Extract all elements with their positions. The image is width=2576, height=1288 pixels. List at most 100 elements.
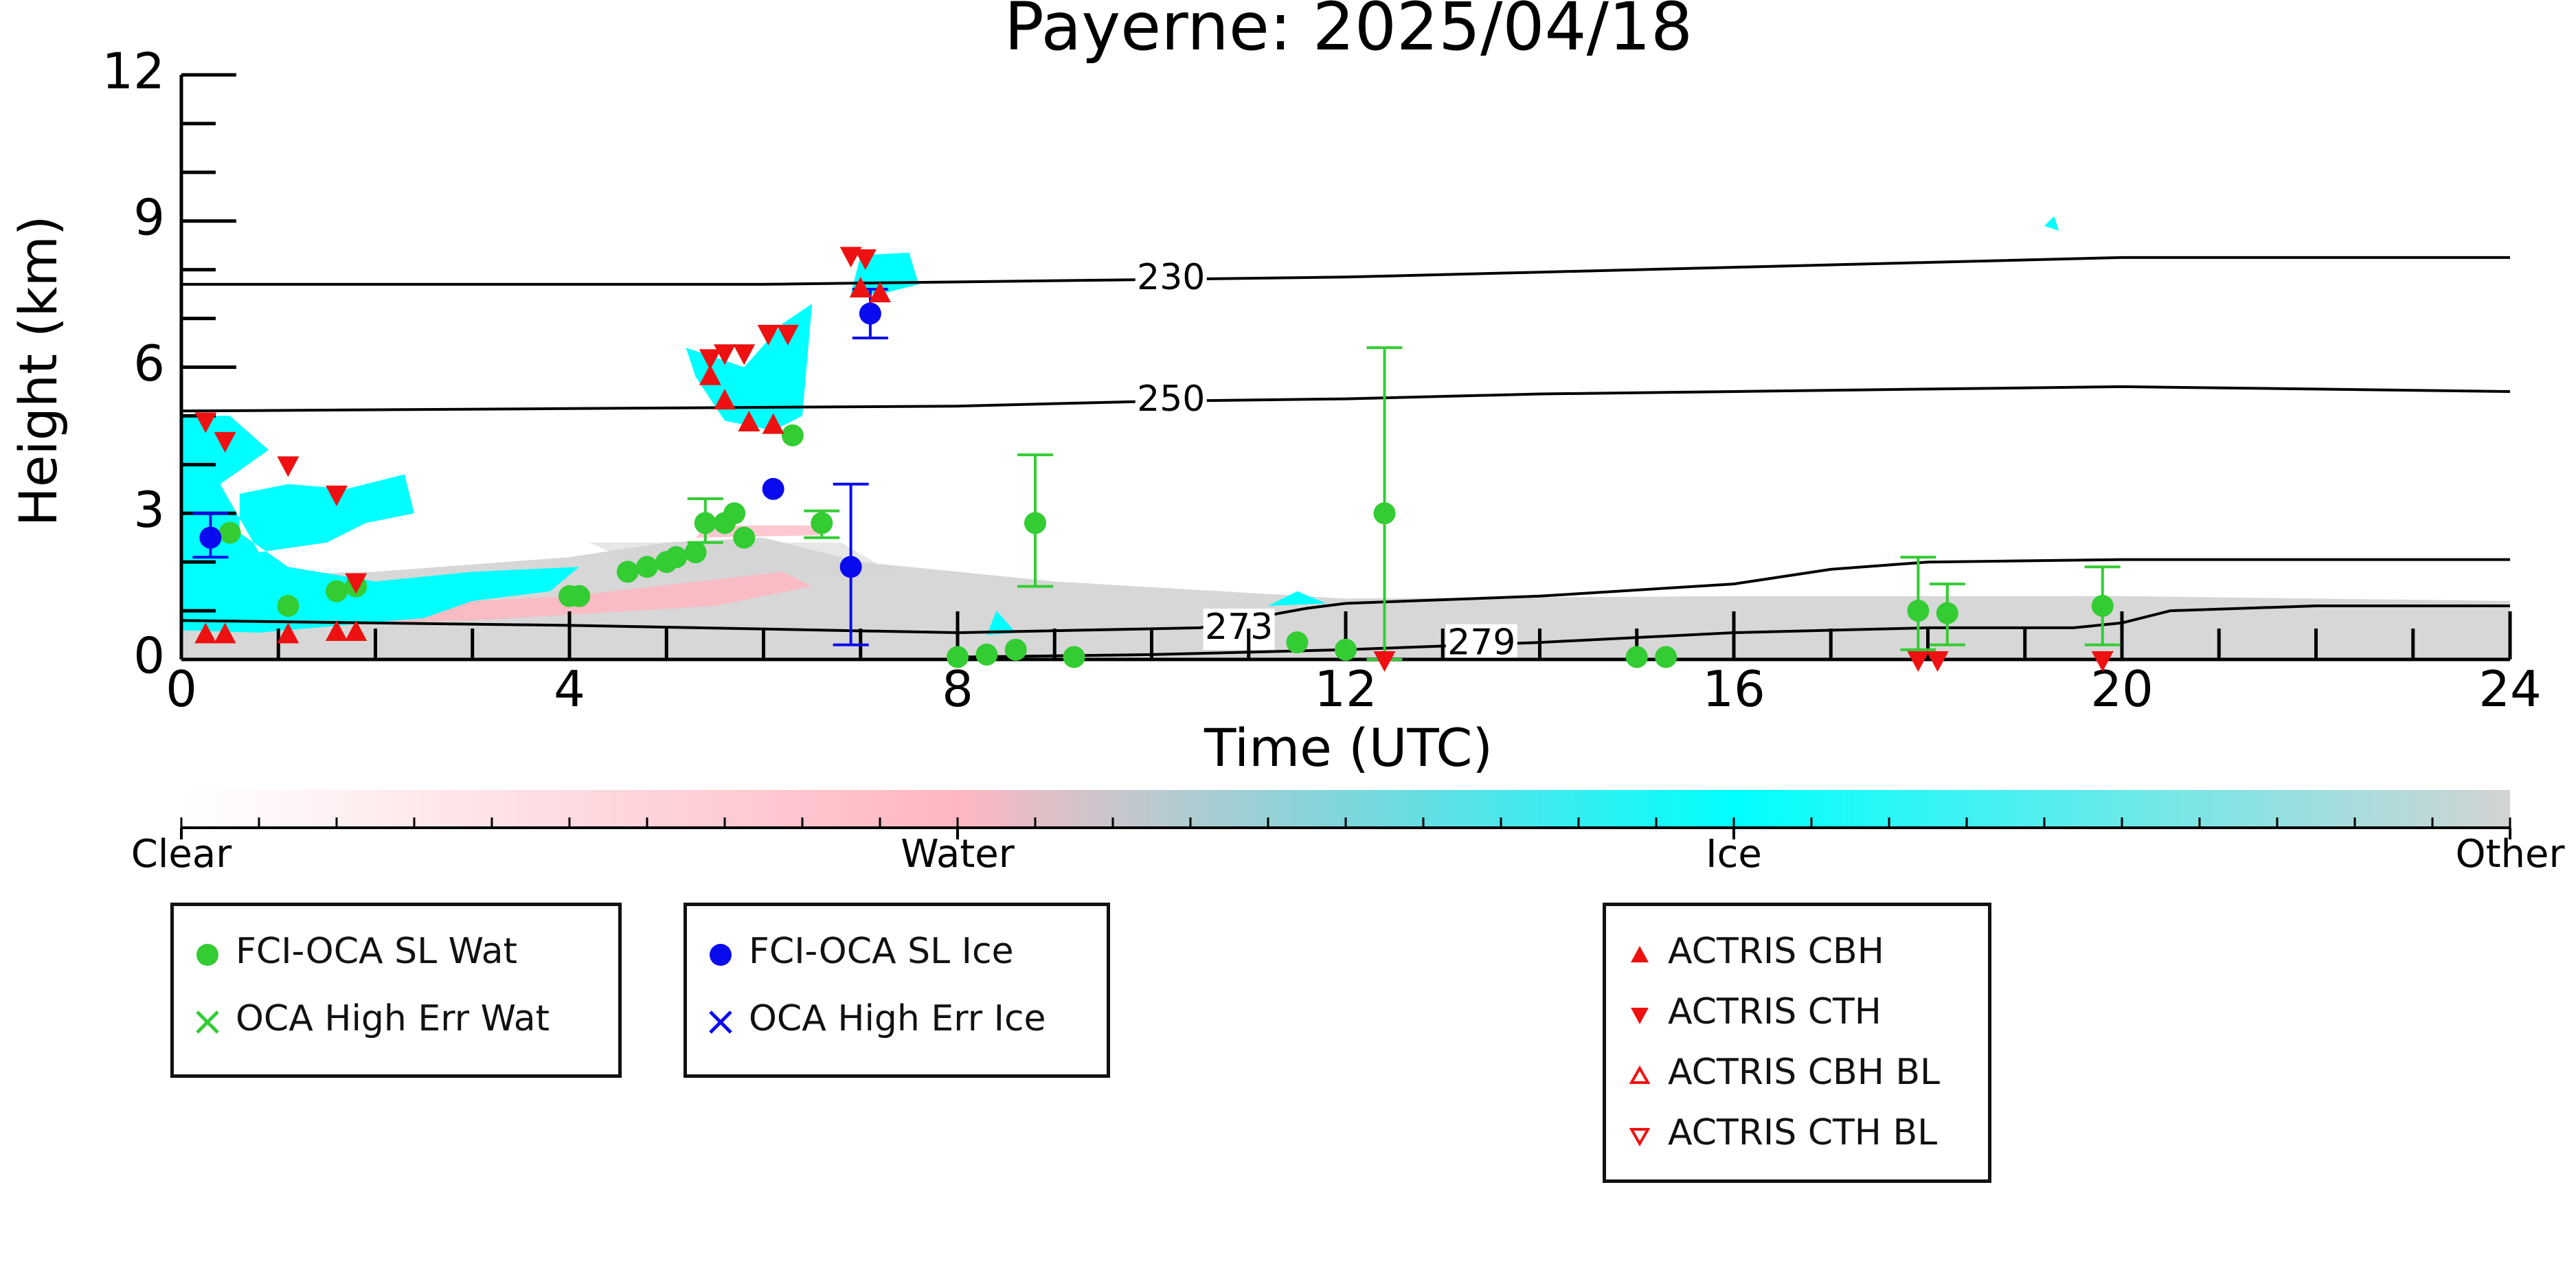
data-point-cbh <box>762 413 784 434</box>
data-point-cth <box>214 431 236 453</box>
isotherm-line-250 <box>181 385 2511 413</box>
data-point-cth <box>1926 651 1949 672</box>
y-tick-label: 9 <box>133 188 165 246</box>
x-tick-label: 24 <box>2478 660 2542 718</box>
legend-item-actris-cth-bl: ACTRIS CTH BL <box>1625 1112 1937 1153</box>
legend-item-oca-wat: FCI-OCA SL Wat <box>193 931 517 972</box>
data-point <box>811 512 833 534</box>
legend-item-oca-higherr-wat: OCA High Err Wat <box>193 998 550 1039</box>
data-point <box>277 594 300 617</box>
data-point-cbh <box>194 622 217 644</box>
data-point <box>733 526 756 549</box>
y-tick-label: 12 <box>102 43 165 100</box>
data-point <box>762 477 784 500</box>
isotherm-label: 250 <box>1137 379 1205 420</box>
data-point-cth <box>733 344 756 365</box>
isotherm-label: 273 <box>1205 607 1273 648</box>
triangle-down-icon <box>1625 997 1654 1026</box>
triangle-up-outline-icon <box>1625 1058 1654 1087</box>
y-tick-label: 3 <box>133 481 165 539</box>
data-point <box>781 424 804 447</box>
data-point-cth <box>757 324 780 346</box>
data-point-cbh <box>849 277 872 298</box>
data-point-cbh <box>214 622 236 644</box>
data-point <box>694 512 716 534</box>
data-point <box>1936 602 1958 624</box>
isotherm-line-230 <box>181 256 2510 286</box>
mask-region-5 <box>686 304 813 431</box>
data-point <box>684 541 707 563</box>
data-point <box>859 302 881 325</box>
chart-title: Payerne: 2025/04/18 <box>1004 0 1693 65</box>
data-point-cbh <box>714 389 736 410</box>
legend-item-actris-cbh: ACTRIS CBH <box>1625 931 1884 972</box>
data-point <box>1024 512 1046 534</box>
x-axis-label: Time (UTC) <box>1204 717 1493 778</box>
data-point <box>1655 646 1677 668</box>
isotherm-label-bg <box>1135 258 1207 300</box>
isotherm-label: 230 <box>1137 257 1205 298</box>
mask-region-9 <box>2044 216 2059 231</box>
data-point <box>665 546 688 569</box>
triangle-down-outline-icon <box>1625 1118 1654 1147</box>
data-point <box>326 580 348 602</box>
legend-label: OCA High Err Wat <box>236 998 550 1039</box>
data-point <box>218 521 241 544</box>
data-point <box>947 646 969 668</box>
data-point-cth <box>776 324 799 346</box>
legend-water: FCI-OCA SL Wat OCA High Err Wat <box>170 903 622 1078</box>
y-tick-label: 6 <box>133 335 165 392</box>
data-point <box>1286 631 1309 654</box>
legend-label: ACTRIS CTH BL <box>1668 1112 1938 1153</box>
data-point-cbh <box>699 364 721 385</box>
data-point <box>723 502 746 525</box>
x-tick-label: 0 <box>166 660 197 718</box>
cloud-mask-field <box>181 216 2510 659</box>
data-point-cbh <box>738 411 760 432</box>
x-tick-label: 16 <box>1702 660 1765 718</box>
x-tick-label: 4 <box>554 660 585 718</box>
data-point <box>636 556 658 578</box>
x-tick-label: 12 <box>1314 660 1377 718</box>
colorbar-label-ice: Ice <box>1706 832 1762 877</box>
data-point <box>1335 638 1357 661</box>
axes: 0 3 6 9 12 0 4 8 12 16 20 24 <box>102 43 2541 718</box>
data-point <box>1004 638 1027 661</box>
colorbar-label-clear: Clear <box>131 832 232 877</box>
data-point-cth <box>854 249 877 270</box>
isotherm-lines: 230 250 273 279 <box>181 256 2511 666</box>
data-point <box>1063 646 1085 668</box>
data-point-cth <box>1373 651 1396 672</box>
data-point <box>1373 502 1396 525</box>
legend-label: ACTRIS CBH <box>1668 931 1884 972</box>
data-point <box>616 561 639 583</box>
triangle-up-icon <box>1625 937 1654 966</box>
legend-label: ACTRIS CTH <box>1668 991 1882 1032</box>
green-circle-icon <box>193 937 222 966</box>
colorbar-ticks <box>180 817 2511 839</box>
legend-item-oca-higherr-ice: OCA High Err Ice <box>706 998 1046 1039</box>
green-x-icon <box>193 1004 222 1034</box>
blue-x-icon <box>706 1004 735 1034</box>
data-point-cth <box>326 485 348 506</box>
legend-item-actris-cbh-bl: ACTRIS CBH BL <box>1625 1052 1940 1093</box>
colorbar-label-water: Water <box>901 832 1015 877</box>
colorbar-label-other: Other <box>2455 832 2565 877</box>
data-point-cth <box>277 456 300 477</box>
data-point <box>839 556 862 578</box>
data-point-cbh <box>869 282 891 303</box>
data-point <box>568 585 591 607</box>
blue-circle-icon <box>706 937 735 966</box>
y-tick-label: 0 <box>133 627 165 685</box>
data-point <box>199 526 222 549</box>
legend-label: ACTRIS CBH BL <box>1668 1052 1940 1093</box>
isotherm-label-bg <box>1203 609 1275 651</box>
mask-region-7 <box>986 611 1016 635</box>
data-point <box>1625 646 1648 668</box>
mask-region-8 <box>1268 591 1326 606</box>
data-point <box>975 643 998 666</box>
data-point-cbh <box>326 620 348 641</box>
data-point-cth <box>714 344 736 365</box>
isotherm-label: 279 <box>1447 622 1515 664</box>
